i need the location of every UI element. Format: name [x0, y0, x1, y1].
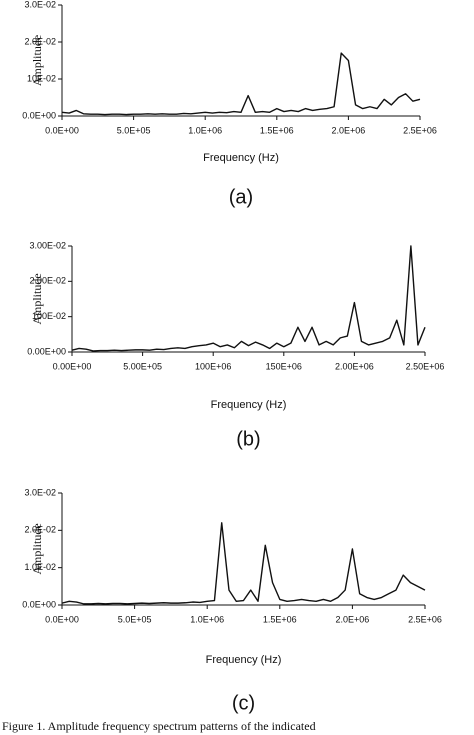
- caption: Figure 1. Amplitude frequency spectrum p…: [2, 719, 316, 733]
- y-tick-label: 0.0E+00: [22, 110, 56, 120]
- x-tick-label: 2.50E+06: [406, 361, 445, 371]
- x-tick-label: 1.0E+06: [188, 125, 222, 135]
- spectrum-line: [61, 52, 421, 116]
- x-tick-label: 2.0E+06: [336, 614, 370, 624]
- x-tick-label: 2.5E+06: [403, 125, 437, 135]
- y-tick-label: 0.00E+00: [27, 346, 66, 356]
- y-tick-label: 2.0E-02: [24, 525, 56, 535]
- y-tick-label: 3.0E-02: [24, 487, 56, 497]
- spectrum-line: [61, 522, 426, 605]
- y-tick-label: 3.0E-02: [24, 0, 56, 9]
- x-tick-label: 1.0E+06: [190, 614, 224, 624]
- x-axis-title: Frequency (Hz): [203, 152, 279, 164]
- x-tick-label: 150E+06: [266, 361, 302, 371]
- spectrum-line: [71, 245, 426, 352]
- panel-label: (b): [236, 428, 260, 450]
- y-tick-label: 3.00E-02: [29, 240, 66, 250]
- y-axis-title: Amplitude: [30, 35, 44, 86]
- x-tick-label: 100E+06: [195, 361, 231, 371]
- x-tick-label: 2.5E+06: [408, 614, 442, 624]
- x-axis-title: Frequency (Hz): [211, 399, 287, 411]
- y-tick-label: 10E-02: [27, 73, 56, 83]
- x-tick-label: 2.00E+06: [335, 361, 374, 371]
- x-tick-label: 0.00E+00: [53, 361, 92, 371]
- x-tick-label: 0.0E+00: [45, 614, 79, 624]
- x-tick-label: 0.0E+00: [45, 125, 79, 135]
- x-tick-label: 5.00E+05: [123, 361, 162, 371]
- panel-label: (c): [232, 692, 255, 714]
- y-tick-label: 0.0E+00: [22, 599, 56, 609]
- y-tick-label: 100E-02: [32, 311, 66, 321]
- y-axis-title: Amplitude: [30, 273, 44, 324]
- x-tick-label: 1.5E+06: [263, 614, 297, 624]
- y-tick-label: 2.0E-02: [24, 36, 56, 46]
- y-tick-label: 1.0E-02: [24, 562, 56, 572]
- y-axis-title: Amplitude: [30, 523, 44, 574]
- y-tick-label: 2.00E-02: [29, 276, 66, 286]
- x-tick-label: 1.5E+06: [260, 125, 294, 135]
- x-axis-title: Frequency (Hz): [206, 654, 282, 666]
- x-tick-label: 5.0E+05: [118, 614, 152, 624]
- x-tick-label: 5.0E+05: [117, 125, 151, 135]
- panel-label: (a): [229, 186, 253, 208]
- x-tick-label: 2.0E+06: [332, 125, 366, 135]
